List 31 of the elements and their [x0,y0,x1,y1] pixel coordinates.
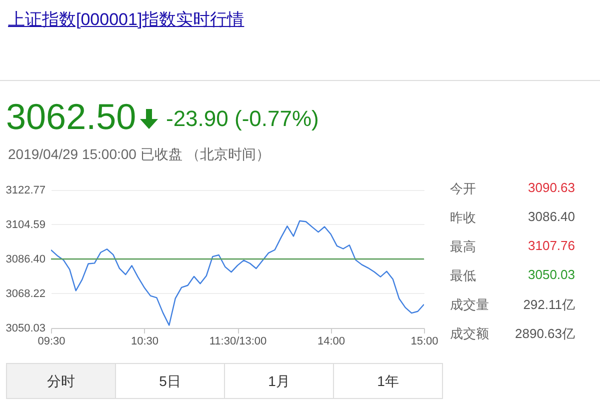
text: 5日 [115,364,224,398]
text: 3107.76 [528,238,575,253]
text: -23.90 (-0.77%) [166,106,319,132]
text: 3050.03 [528,267,575,282]
text: 2019/04/29 15:00:00 已收盘 （北京时间） [8,146,270,164]
y-tick-label: 3086.40 [6,254,46,266]
category-label: 今开 [450,180,476,198]
text: 2890.63亿 [515,326,575,341]
category-label: 昨收 [450,209,476,227]
x-tick-label: 09:30 [38,336,66,348]
category-label: 成交额 [450,325,489,343]
chart-title: 上证指数[000001]指数实时行情 [8,9,244,31]
x-tick-label: 11:30/13:00 [209,336,267,348]
text: 3062.50 [6,96,136,138]
text: 1月 [224,364,333,398]
text: 3090.63 [528,180,575,195]
y-tick-label: 3050.03 [6,322,46,334]
x-tick-label: 15:00 [410,336,438,348]
text: 292.11亿 [523,297,575,312]
x-tick-label: 14:00 [317,336,346,348]
text: 1年 [333,364,442,398]
category-label: 最高 [450,238,476,256]
y-tick-label: 3068.22 [6,288,46,300]
y-tick-label: 3122.77 [6,184,46,196]
category-label: 成交量 [450,296,489,314]
line-series [51,220,424,326]
text: 3086.40 [528,209,575,224]
y-tick-label: 3104.59 [6,218,46,231]
category-label: 最低 [450,267,476,285]
x-tick-label: 10:30 [130,336,159,348]
text: 分时 [7,364,115,398]
